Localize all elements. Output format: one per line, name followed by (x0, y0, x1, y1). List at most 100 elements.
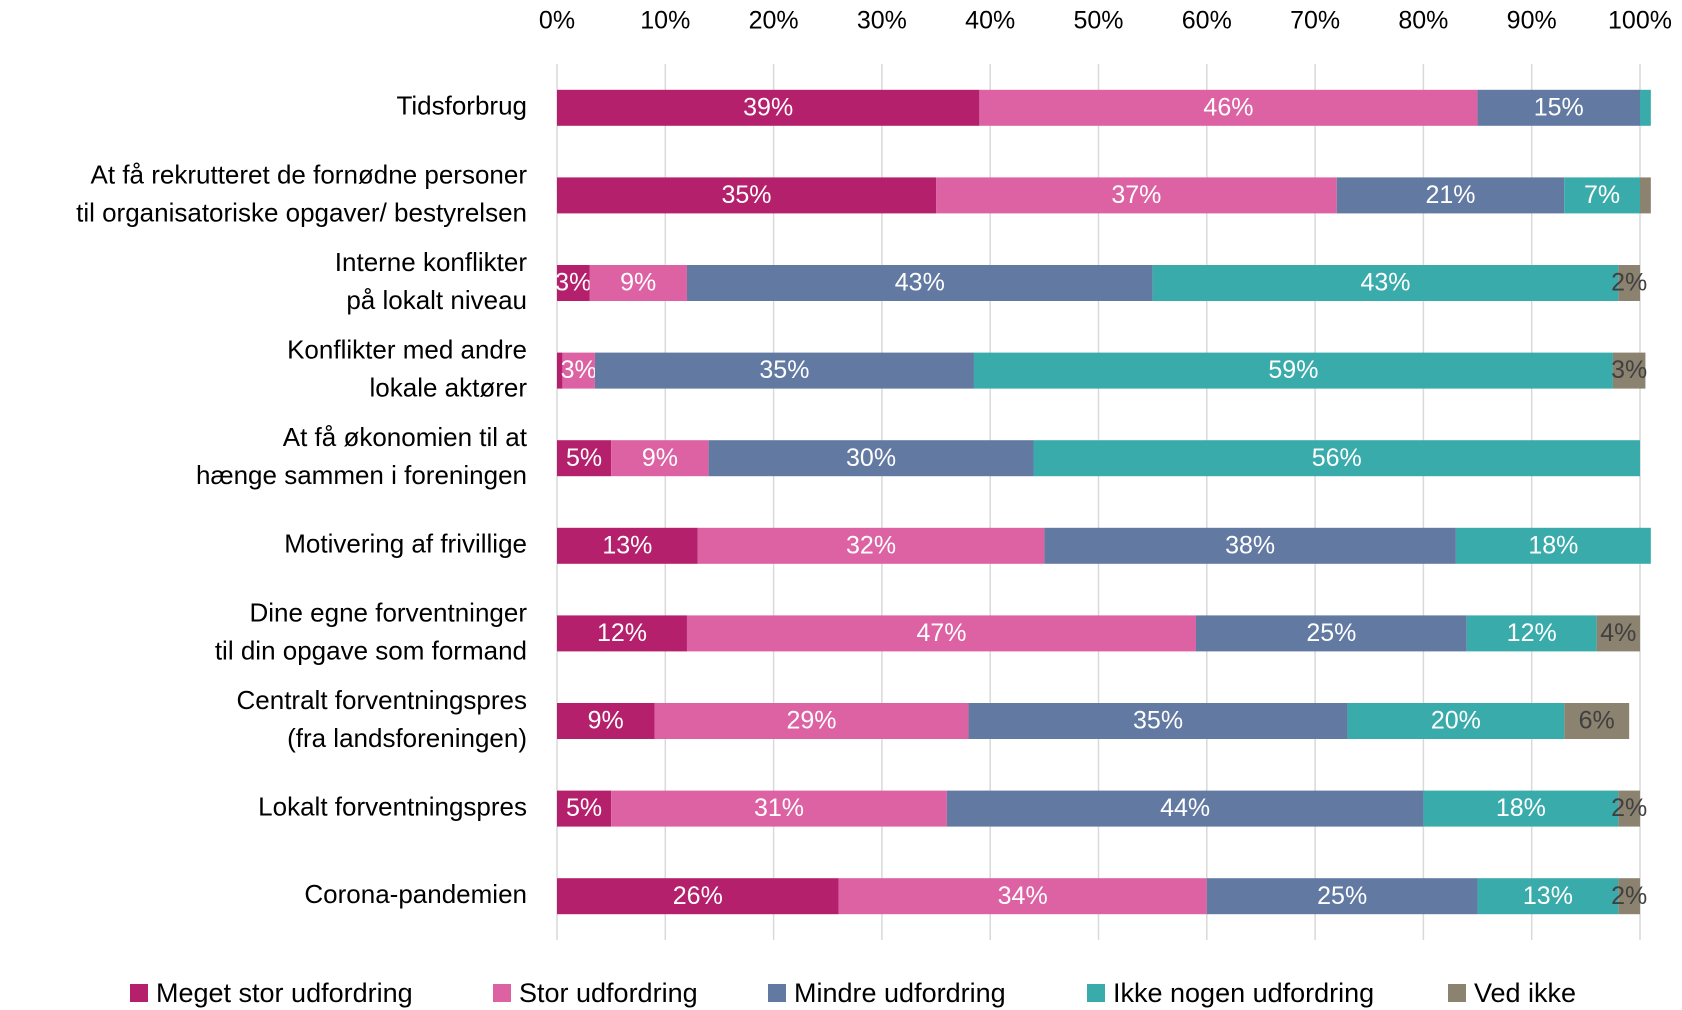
bar-segment (1033, 440, 1640, 477)
bar-segment (562, 352, 595, 389)
value-label: 30% (846, 444, 896, 472)
category-label: Konflikter med andre (287, 334, 527, 364)
bar-segment (1640, 89, 1651, 126)
value-label: 34% (998, 882, 1048, 910)
value-label: 37% (1111, 181, 1161, 209)
value-label: 3% (1611, 356, 1647, 384)
value-label: 21% (1425, 181, 1475, 209)
value-label: 12% (597, 619, 647, 647)
bar-segment (654, 703, 969, 739)
bar-segment (1612, 352, 1646, 389)
value-label: 15% (1534, 93, 1584, 121)
value-label: 31% (754, 794, 804, 822)
value-label: 39% (743, 93, 793, 121)
bar-segment (557, 703, 655, 739)
value-label: 5% (566, 794, 602, 822)
bar-segment (1423, 790, 1619, 827)
value-label: 25% (1317, 882, 1367, 910)
bar-segment (686, 615, 1196, 652)
value-label: 46% (1203, 93, 1253, 121)
bar-segment (1044, 527, 1456, 564)
value-label: 35% (759, 356, 809, 384)
bar-segment (1336, 177, 1565, 214)
x-tick-label: 90% (1507, 7, 1557, 35)
legend-label: Mindre udfordring (794, 978, 1006, 1008)
legend-swatch (1087, 984, 1105, 1002)
bar-segment (1195, 615, 1467, 652)
value-label: 18% (1528, 531, 1578, 559)
bar-segment (557, 615, 687, 652)
bar-segment (611, 790, 947, 827)
value-label: 7% (1584, 181, 1620, 209)
value-label: 13% (602, 531, 652, 559)
category-label: Dine egne forventninger (249, 597, 527, 627)
value-label: 38% (1225, 531, 1275, 559)
bar-segment (1206, 878, 1478, 915)
value-label: 20% (1431, 707, 1481, 735)
value-label: 35% (1133, 707, 1183, 735)
bar-segment (1466, 615, 1597, 652)
value-label: 5% (566, 444, 602, 472)
value-label: 2% (1611, 882, 1647, 910)
bar-segment (1455, 527, 1651, 564)
legend-swatch (768, 984, 786, 1002)
category-label: Tidsforbrug (396, 91, 527, 121)
legend-swatch (493, 984, 511, 1002)
bar-segment (611, 440, 709, 477)
bar-segment (936, 177, 1337, 214)
bar-segment (1564, 703, 1630, 739)
x-tick-label: 30% (857, 7, 907, 35)
value-label: 9% (588, 707, 624, 735)
legend-swatch (1448, 984, 1466, 1002)
category-label: Motivering af frivillige (284, 529, 527, 559)
bar-segment (557, 352, 563, 389)
x-tick-label: 50% (1073, 7, 1123, 35)
bar-segment (557, 265, 590, 301)
category-label: til organisatoriske opgaver/ bestyrelsen (76, 197, 527, 227)
bar-segment (1618, 878, 1640, 915)
bar-segment (697, 527, 1045, 564)
category-label: lokale aktører (370, 372, 528, 402)
value-label: 44% (1160, 794, 1210, 822)
legend-label: Stor udfordring (519, 978, 698, 1008)
value-label: 2% (1611, 794, 1647, 822)
x-tick-label: 10% (640, 7, 690, 35)
bar-segment (708, 440, 1034, 477)
value-label: 9% (620, 269, 656, 297)
category-label: At få økonomien til at (283, 422, 528, 452)
value-label: 6% (1579, 707, 1615, 735)
bar-segment (557, 527, 698, 564)
x-tick-label: 80% (1398, 7, 1448, 35)
value-label: 43% (895, 269, 945, 297)
value-label: 59% (1268, 356, 1318, 384)
category-label: Centralt forventningspres (237, 685, 527, 715)
x-tick-label: 20% (749, 7, 799, 35)
bar-segment (589, 265, 687, 301)
bar-segment (1618, 790, 1640, 827)
bar-segment (557, 89, 980, 126)
category-label: til din opgave som formand (215, 635, 527, 665)
x-tick-label: 100% (1608, 7, 1672, 35)
category-label: på lokalt niveau (346, 285, 527, 315)
value-label: 25% (1306, 619, 1356, 647)
bar-segment (686, 265, 1153, 301)
value-label: 18% (1496, 794, 1546, 822)
category-label: (fra landsforeningen) (287, 723, 527, 753)
value-label: 12% (1507, 619, 1557, 647)
bar-segment (557, 790, 612, 827)
value-label: 47% (916, 619, 966, 647)
value-label: 13% (1523, 882, 1573, 910)
value-label: 56% (1312, 444, 1362, 472)
value-label: 2% (1611, 269, 1647, 297)
bar-segment (946, 790, 1424, 827)
value-label: 29% (786, 707, 836, 735)
x-tick-label: 40% (965, 7, 1015, 35)
value-label: 4% (1600, 619, 1636, 647)
value-label: 35% (722, 181, 772, 209)
bar-segment (557, 878, 839, 915)
value-label: 32% (846, 531, 896, 559)
category-label: Interne konflikter (335, 247, 528, 277)
bar-segment (838, 878, 1207, 915)
bar-segment (1152, 265, 1619, 301)
